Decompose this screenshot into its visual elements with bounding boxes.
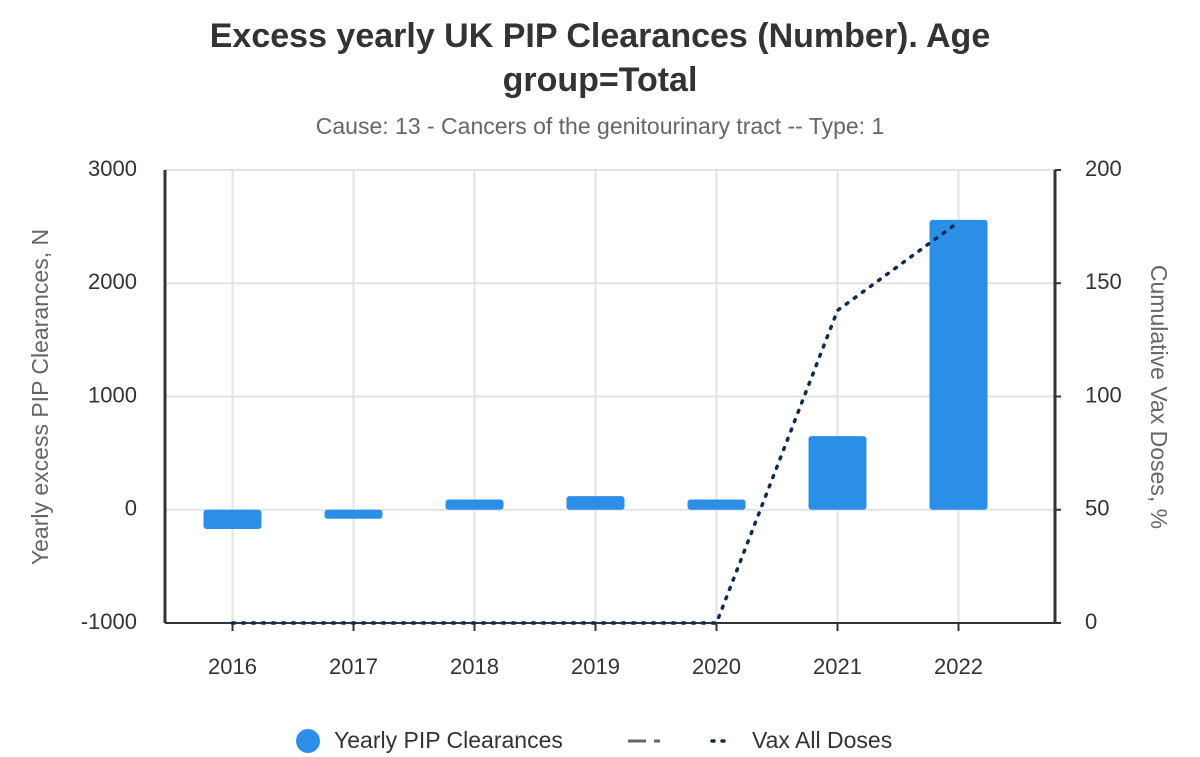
chart-subtitle: Cause: 13 - Cancers of the genitourinary… [316,113,884,139]
x-tick-label: 2018 [450,654,499,679]
bar [324,509,383,519]
y-tick-label: 1000 [88,382,137,407]
y-tick-label: 3000 [88,156,137,181]
bar [445,499,504,510]
legend-label: Vax All Doses [752,727,892,753]
x-tick-label: 2019 [571,654,620,679]
bar [203,509,262,530]
x-tick-label: 2016 [208,654,257,679]
y2-tick-label: 100 [1085,382,1122,407]
y2-tick-label: 0 [1085,609,1097,634]
chart-title: group=Total [503,61,698,99]
y-axis-label: Yearly excess PIP Clearances, N [27,229,53,565]
legend-label: Yearly PIP Clearances [334,727,563,753]
chart-title: Excess yearly UK PIP Clearances (Number)… [210,17,991,55]
y-tick-label: 2000 [88,269,137,294]
bar [687,499,746,510]
line [230,220,961,625]
y-tick-label: -1000 [81,609,137,634]
bar [566,496,625,510]
bar [808,436,867,510]
x-tick-label: 2022 [934,654,983,679]
y2-tick-label: 50 [1085,496,1109,521]
x-tick-label: 2020 [692,654,741,679]
legend-symbol [296,729,320,753]
bar [929,219,988,510]
y-tick-label: 0 [125,496,137,521]
y2-axis-label: Cumulative Vax Doses, % [1146,265,1172,529]
y2-tick-label: 150 [1085,269,1122,294]
x-tick-label: 2017 [329,654,378,679]
y2-tick-label: 200 [1085,156,1122,181]
x-tick-label: 2021 [813,654,862,679]
